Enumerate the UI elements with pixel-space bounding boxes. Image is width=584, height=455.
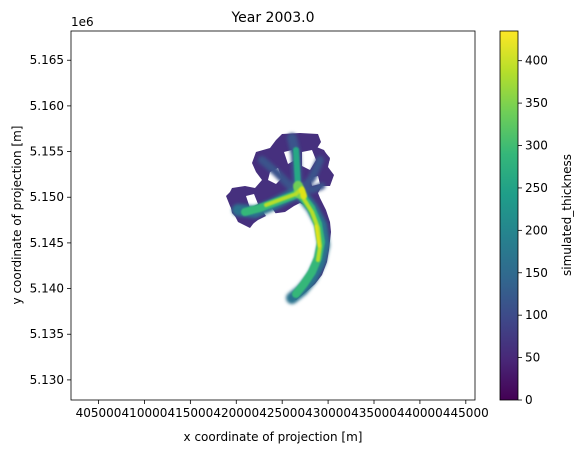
x-tick-label: 410000	[122, 406, 168, 420]
glacier-thickness-field	[226, 133, 334, 304]
x-tick-label: 425000	[259, 406, 305, 420]
x-tick-label: 415000	[167, 406, 213, 420]
x-tick-label: 405000	[76, 406, 122, 420]
y-tick-label: 5.140	[30, 282, 64, 296]
colorbar-tick-label: 200	[525, 223, 548, 237]
y-tick-label: 5.155	[30, 145, 64, 159]
y-tick-label: 5.145	[30, 236, 64, 250]
colorbar-label: simulated_thickness	[560, 154, 574, 276]
colorbar-gradient	[499, 30, 519, 401]
colorbar-tick-label: 100	[525, 308, 548, 322]
colorbar-tick-label: 250	[525, 181, 548, 195]
chart-title: Year 2003.0	[230, 10, 314, 26]
x-tick-label: 440000	[397, 406, 443, 420]
x-tick-label: 430000	[305, 406, 351, 420]
x-tick-label: 445000	[443, 406, 489, 420]
colorbar: 0 50 100 150 200 250 300 350 400 simulated_thick…	[499, 30, 574, 407]
colorbar-tick-label: 0	[525, 393, 533, 407]
y-axis: 5.130 5.135 5.140 5.145 5.150 5.155 5.160 5.165	[30, 53, 71, 387]
x-axis: 405000 410000 415000 420000 425000 430000 4350…	[76, 400, 489, 420]
y-tick-label: 5.130	[30, 373, 64, 387]
x-tick-label: 420000	[213, 406, 259, 420]
x-axis-label: x coordinate of projection [m]	[184, 430, 363, 444]
colorbar-tick-label: 150	[525, 266, 548, 280]
colorbar-tick-label: 400	[525, 54, 548, 68]
y-tick-label: 5.135	[30, 327, 64, 341]
x-tick-label: 435000	[351, 406, 397, 420]
colorbar-tick-label: 50	[525, 351, 540, 365]
y-offset-label: 1e6	[71, 15, 94, 29]
y-axis-label: y coordinate of projection [m]	[10, 126, 24, 305]
y-tick-label: 5.165	[30, 53, 64, 67]
colorbar-ticks: 0 50 100 150 200 250 300 350 400	[518, 54, 548, 407]
colorbar-tick-label: 350	[525, 96, 548, 110]
plot-frame	[70, 30, 476, 401]
plot-area	[70, 30, 476, 401]
y-tick-label: 5.160	[30, 99, 64, 113]
plot-background	[71, 31, 475, 400]
y-tick-label: 5.150	[30, 190, 64, 204]
thickest-ice-core	[264, 186, 322, 262]
colorbar-tick-label: 300	[525, 139, 548, 153]
